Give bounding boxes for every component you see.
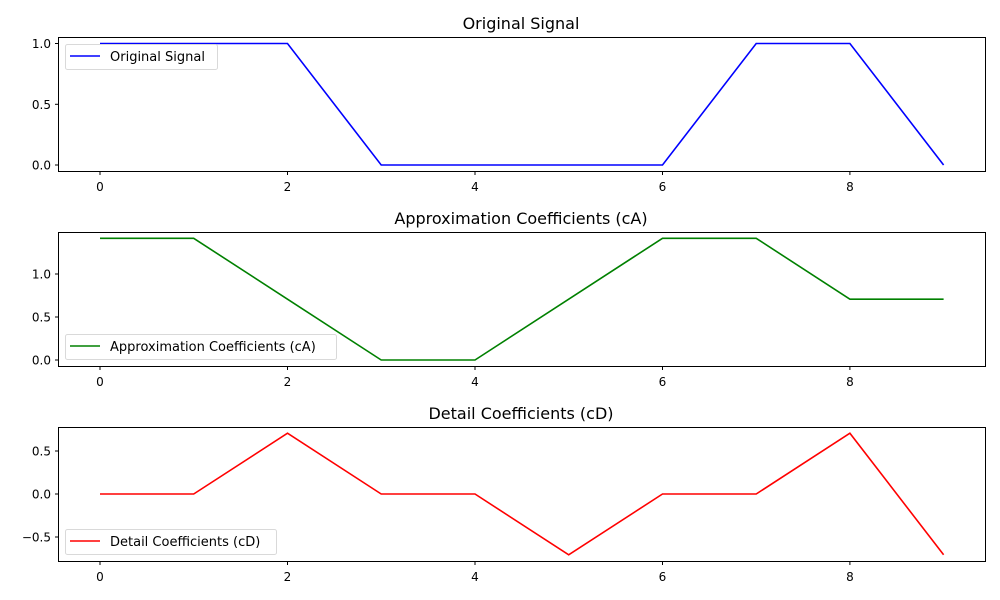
subplot-original-signal: Original Signal 0 2 4 6 8 0.0 0.5 1.0 Or… — [32, 14, 986, 194]
x-tick-label: 2 — [284, 375, 292, 389]
x-tick-label: 6 — [659, 375, 667, 389]
x-tick-label: 8 — [846, 180, 854, 194]
y-tick-label: 0.0 — [32, 159, 51, 173]
y-tick-label: 1.0 — [32, 268, 51, 282]
x-tick-label: 2 — [284, 570, 292, 584]
legend-label: Original Signal — [110, 50, 205, 65]
x-tick-label: 0 — [96, 375, 104, 389]
subplot-detail-coefficients: Detail Coefficients (cD) 0 2 4 6 8 −0.5 … — [22, 404, 986, 584]
x-axis: 0 2 4 6 8 — [96, 171, 854, 194]
subplot-approximation-coefficients: Approximation Coefficients (cA) 0 2 4 6 … — [32, 209, 986, 389]
y-axis: −0.5 0.0 0.5 — [22, 445, 59, 545]
x-tick-label: 0 — [96, 570, 104, 584]
y-tick-label: 1.0 — [32, 37, 51, 51]
x-tick-label: 2 — [284, 180, 292, 194]
x-tick-label: 6 — [659, 180, 667, 194]
y-tick-label: −0.5 — [22, 531, 51, 545]
series-line-detail — [100, 432, 945, 556]
subplot-title: Original Signal — [463, 14, 580, 33]
legend-label: Approximation Coefficients (cA) — [110, 340, 316, 355]
x-axis: 0 2 4 6 8 — [96, 561, 854, 584]
y-tick-label: 0.0 — [32, 354, 51, 368]
legend-label: Detail Coefficients (cD) — [110, 535, 260, 550]
legend: Detail Coefficients (cD) — [65, 529, 277, 555]
y-tick-label: 0.5 — [32, 98, 51, 112]
y-axis: 0.0 0.5 1.0 — [32, 268, 59, 368]
x-tick-label: 8 — [846, 570, 854, 584]
x-tick-label: 4 — [471, 180, 479, 194]
legend: Approximation Coefficients (cA) — [65, 334, 337, 360]
x-axis: 0 2 4 6 8 — [96, 366, 854, 389]
y-tick-label: 0.5 — [32, 311, 51, 325]
y-tick-label: 0.0 — [32, 488, 51, 502]
series-line-original — [100, 42, 945, 166]
subplot-title: Detail Coefficients (cD) — [428, 404, 613, 423]
series-line-approximation — [100, 237, 944, 361]
subplot-title: Approximation Coefficients (cA) — [394, 209, 647, 228]
x-tick-label: 0 — [96, 180, 104, 194]
legend: Original Signal — [65, 44, 218, 70]
x-tick-label: 8 — [846, 375, 854, 389]
y-axis: 0.0 0.5 1.0 — [32, 37, 59, 173]
x-tick-label: 6 — [659, 570, 667, 584]
x-tick-label: 4 — [471, 375, 479, 389]
y-tick-label: 0.5 — [32, 445, 51, 459]
x-tick-label: 4 — [471, 570, 479, 584]
